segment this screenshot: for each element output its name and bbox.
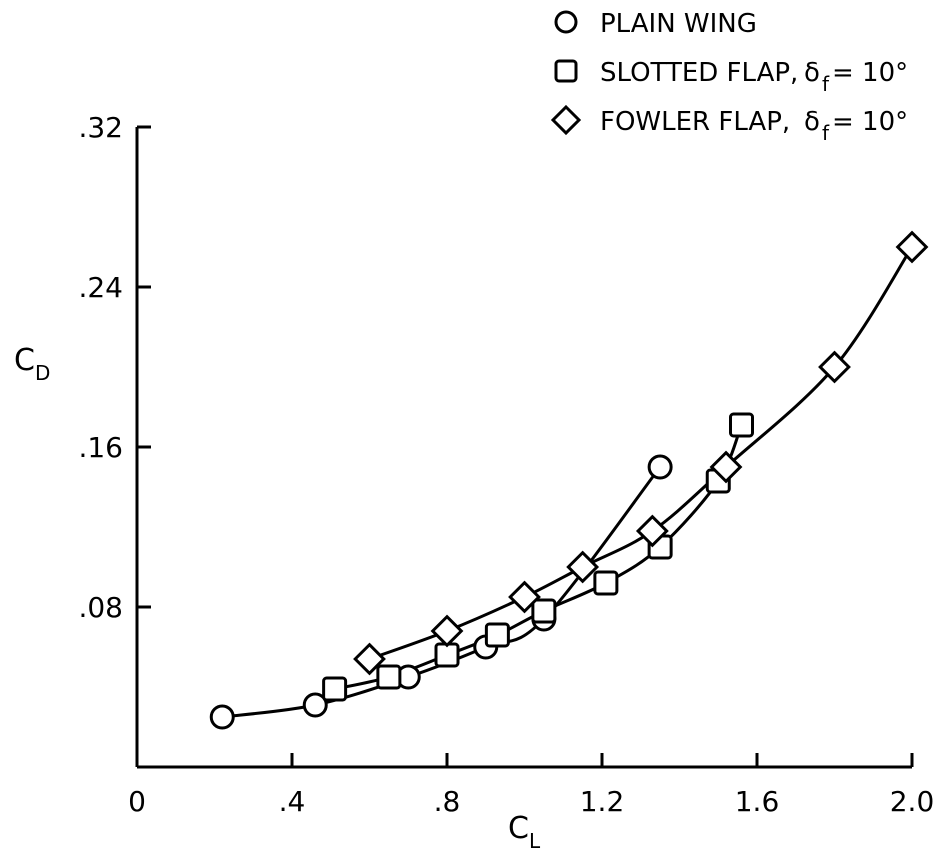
data-point-square [729, 412, 754, 438]
legend-label: SLOTTED FLAP, [600, 58, 798, 88]
data-point-square [593, 570, 619, 596]
y-axis-label: CD [14, 343, 50, 385]
x-tick-label: .4 [279, 785, 306, 818]
y-axis-label-sub: D [35, 361, 50, 385]
legend-series-name: FOWLER FLAP, [600, 107, 790, 137]
data-point-diamond [566, 550, 600, 584]
legend-label: FOWLER FLAP, [600, 107, 790, 137]
legend-flap-symbol: δ [804, 58, 820, 88]
legend-label: PLAIN WING [600, 9, 757, 39]
data-point-square [484, 622, 510, 648]
series-markers [209, 230, 929, 730]
x-axis-label: CL [508, 811, 541, 853]
y-axis-label-main: C [14, 343, 35, 378]
data-point-square [531, 598, 557, 624]
data-point-square [376, 664, 402, 690]
data-point-diamond [709, 450, 743, 484]
data-point-circle [302, 692, 328, 718]
y-tick-label: .32 [78, 111, 123, 144]
legend-flap-symbol: δ [804, 107, 820, 137]
x-axis-label-sub: L [529, 829, 541, 853]
data-point-diamond [430, 614, 464, 648]
data-point-circle [209, 704, 235, 730]
legend-marker-diamond [550, 104, 582, 136]
x-tick-label: 1.6 [735, 785, 780, 818]
data-point-circle [647, 454, 673, 480]
y-tick-label: .16 [78, 431, 123, 464]
data-point-diamond [818, 350, 851, 384]
legend-flap-value: = 10° [832, 107, 908, 137]
legend-flap-value: = 10° [832, 58, 908, 88]
series-lines [222, 246, 914, 719]
data-point-diamond [353, 642, 386, 676]
x-tick-label: 2.0 [890, 785, 935, 818]
legend-flap-subscript: f [822, 121, 830, 145]
x-tick-label: 0 [128, 785, 146, 818]
x-tick-label: 1.2 [580, 785, 625, 818]
data-point-diamond [508, 580, 541, 614]
ticks: 0 .4 .8 1.2 1.6 2.0 .08 .16 .24 .32 [78, 111, 934, 818]
legend-series-name: SLOTTED FLAP, [600, 58, 798, 88]
data-point-diamond [635, 514, 669, 548]
series-line-diamond [368, 246, 914, 661]
x-axis-label-main: C [508, 811, 529, 846]
data-point-square [322, 676, 348, 702]
legend-flap-subscript: f [822, 72, 830, 96]
x-tick-label: .8 [434, 785, 461, 818]
legend-series-name: PLAIN WING [600, 9, 757, 39]
y-tick-label: .24 [78, 271, 123, 304]
axes [135, 127, 912, 769]
legend-marker-square [554, 59, 578, 83]
data-point-diamond [895, 230, 929, 264]
legend-marker-circle [554, 10, 578, 34]
y-tick-label: .08 [78, 591, 123, 624]
